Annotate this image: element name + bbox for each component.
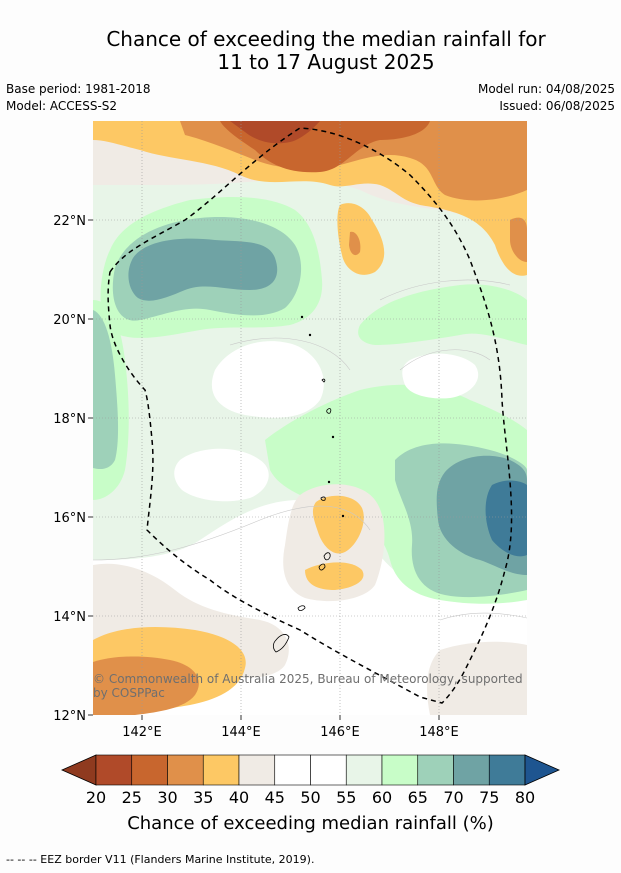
colorbar-tick-label: 30 [157,788,178,807]
lon-labels: 142°E 144°E 146°E 148°E [122,725,459,740]
zone-45-55-pocket1 [211,341,324,418]
island-agrihan [321,378,326,383]
colorbar-arrow-high [524,754,560,786]
zone-75-80-east [485,480,527,557]
colorbar-tick-label: 20 [85,788,107,807]
colorbar-tick-label: 25 [121,788,142,807]
model-run: Model run: 04/08/2025 [477,82,615,96]
lat-label: 20°N [53,313,86,328]
zone-65-70-west [93,310,119,470]
island-dot-3 [331,435,335,439]
island-tinian [318,563,326,571]
map-field [93,121,527,715]
colorbar-swatch [417,754,454,786]
colorbar-swatch [488,754,526,786]
colorbar-swatch [310,754,347,786]
lat-label: 22°N [53,214,86,229]
zone-40-45-se [427,641,527,715]
colorbar-swatch [95,754,133,786]
issued-date: Issued: 06/08/2025 [499,99,615,113]
zone-35-40-center1 [312,495,364,554]
lat-labels: 22°N 20°N 18°N 16°N 14°N 12°N [53,214,86,724]
colorbar [61,754,560,786]
map-title: Chance of exceeding the median rainfall … [0,28,621,74]
island-guam [272,634,290,653]
gridlines [93,121,527,715]
islands [272,315,345,653]
colorbar-tick-label: 60 [371,788,393,807]
zone-20-25-top [230,121,320,144]
map-title-line2: 11 to 17 August 2025 [217,50,435,74]
lon-label: 148°E [419,725,459,740]
colorbar-swatch [453,754,490,786]
lat-label: 12°N [53,709,86,724]
colorbar-tick-label: 50 [300,788,321,807]
zone-35-40-blob1 [337,203,385,275]
colorbar-tick-label: 75 [479,788,500,807]
colorbar-swatch [345,754,383,786]
zone-30-35-topright [510,217,527,262]
zone-70-75-nw [128,238,278,301]
island-rota [297,605,306,612]
colorbar-title: Chance of exceeding median rainfall (%) [127,813,494,834]
colorbar-tick-label: 40 [228,788,250,807]
copyright-text: © Commonwealth of Australia 2025, Bureau… [93,672,523,700]
zone-30-35-blob1 [349,231,361,256]
colorbar-tick-label: 65 [407,788,428,807]
island-pagan [326,408,332,414]
island-dot-2 [300,315,304,319]
colorbar-tick-label: 70 [443,788,464,807]
contour-lines [93,279,527,621]
island-anatahan [320,496,326,501]
colorbar-tick-label: 45 [264,788,285,807]
eez-border [107,127,513,704]
lon-label: 146°E [320,725,360,740]
zone-30-35-sw [93,656,199,715]
island-dot-4 [327,480,331,484]
colorbar-swatch [274,754,311,786]
lat-label: 14°N [53,610,86,625]
colorbar-swatch [167,754,204,786]
lon-label: 144°E [221,725,261,740]
map-title-line1: Chance of exceeding the median rainfall … [106,27,546,51]
axis-ticks [88,219,440,720]
island-dot-1 [308,333,312,337]
lon-label: 142°E [122,725,162,740]
meta-right: Model run: 04/08/2025 Issued: 06/08/2025 [478,81,615,115]
colorbar-swatch [131,754,168,786]
zone-45-55-pocket3 [402,353,479,399]
colorbar-tick-label: 55 [336,788,357,807]
lat-label: 16°N [53,511,86,526]
colorbar-swatch [202,754,240,786]
island-dot-5 [341,514,345,518]
island-saipan [323,552,331,561]
model-name: Model: ACCESS-S2 [6,99,118,113]
colorbar-tick-label: 35 [193,788,214,807]
colorbar-arrow-low [61,754,97,786]
meta-left: Base period: 1981-2018 Model: ACCESS-S2 [6,81,151,115]
eez-footnote: -- -- -- EEZ border V11 (Flanders Marine… [6,853,315,866]
zone-45-55-pocket2 [174,448,269,502]
colorbar-tick-label: 80 [514,788,536,807]
base-period: Base period: 1981-2018 [6,82,151,96]
colorbar-swatch [381,754,419,786]
colorbar-swatch [238,754,276,786]
lat-label: 18°N [53,412,86,427]
